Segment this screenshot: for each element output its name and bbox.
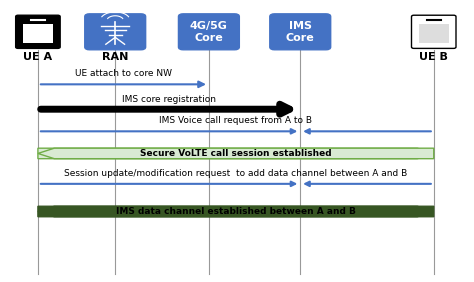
Text: RAN: RAN <box>102 52 128 62</box>
FancyArrow shape <box>38 206 434 217</box>
FancyArrow shape <box>38 148 434 159</box>
Text: UE B: UE B <box>419 52 448 62</box>
Text: Secure VoLTE call session established: Secure VoLTE call session established <box>140 149 332 158</box>
Text: IMS data channel established between A and B: IMS data channel established between A a… <box>116 207 356 216</box>
FancyBboxPatch shape <box>85 14 146 50</box>
FancyBboxPatch shape <box>178 14 239 50</box>
Text: Session update/modification request  to add data channel between A and B: Session update/modification request to a… <box>64 169 408 178</box>
Text: 4G/5G
Core: 4G/5G Core <box>190 21 228 43</box>
FancyBboxPatch shape <box>23 23 53 43</box>
Text: IMS core registration: IMS core registration <box>122 95 216 104</box>
FancyBboxPatch shape <box>411 15 456 49</box>
FancyArrow shape <box>38 206 434 217</box>
Text: UE attach to core NW: UE attach to core NW <box>75 69 172 78</box>
Text: IMS Voice call request from A to B: IMS Voice call request from A to B <box>159 116 312 125</box>
FancyBboxPatch shape <box>270 14 331 50</box>
FancyBboxPatch shape <box>419 23 449 43</box>
Text: UE A: UE A <box>23 52 53 62</box>
Text: IMS
Core: IMS Core <box>286 21 315 43</box>
FancyArrow shape <box>38 148 434 159</box>
FancyBboxPatch shape <box>16 15 60 49</box>
